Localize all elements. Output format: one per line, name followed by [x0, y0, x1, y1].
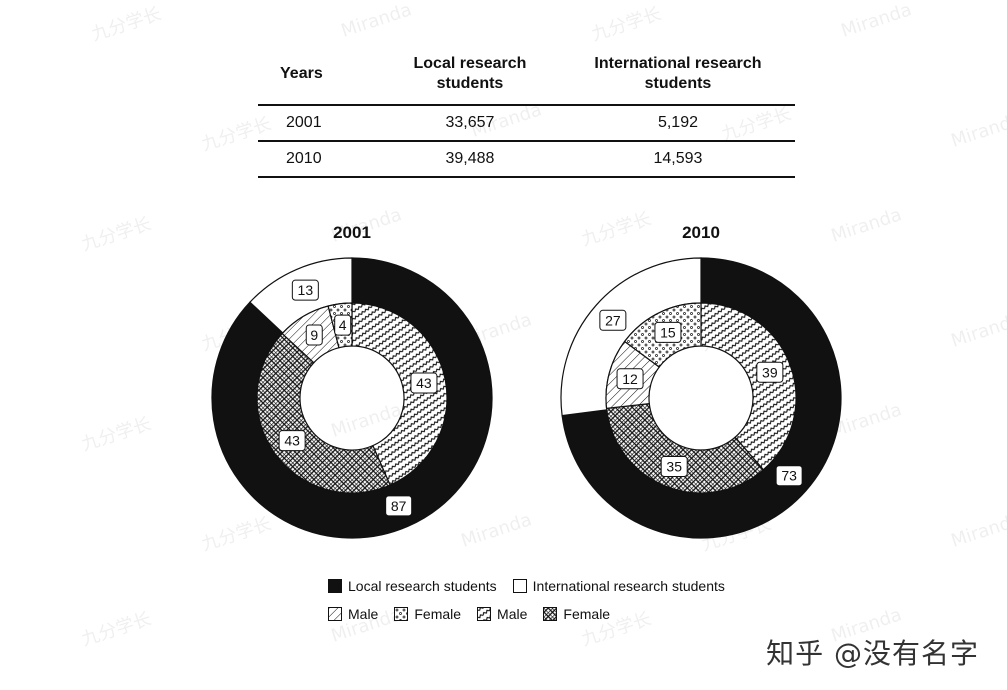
- inner-value-label-box: [654, 321, 682, 343]
- legend-swatch-zigzag: [477, 607, 492, 621]
- chart-title: 2001: [333, 223, 371, 242]
- legend-label-female-local: Female: [563, 606, 611, 622]
- legend-row: Local research students International re…: [328, 576, 741, 596]
- table-header-local: Local research students: [413, 55, 527, 92]
- table-cell-local: 39,488: [445, 150, 495, 167]
- inner-value-label: 4: [339, 317, 347, 333]
- inner-value-label-box: [334, 314, 352, 336]
- inner-value-label-box: [305, 324, 323, 346]
- chart-title: 2010: [682, 223, 720, 242]
- inner-value-label: 12: [622, 371, 638, 387]
- legend-swatch-diagonal: [328, 607, 342, 621]
- footer-credit: 知乎 @没有名字: [766, 637, 979, 670]
- students-table: Years Local research students Internatio…: [258, 48, 795, 178]
- inner-value-label-box: [660, 455, 688, 477]
- table-cell-local: 33,657: [445, 114, 495, 131]
- table-cell-year: 2001: [286, 114, 322, 131]
- table-cell-international: 14,593: [653, 150, 703, 167]
- legend-row: Male Female Male Female: [328, 604, 741, 624]
- outer-value-label: 13: [298, 282, 314, 298]
- table-cell-year: 2010: [286, 150, 322, 167]
- donut-chart-2010: 2010 73 27 39 35 12 15: [560, 223, 842, 539]
- legend-label-local: Local research students: [348, 578, 497, 594]
- inner-value-label: 43: [284, 433, 300, 449]
- legend-label-male-local: Male: [497, 606, 528, 622]
- legend-label-female-international: Female: [414, 606, 462, 622]
- table-header-row: Years Local research students Internatio…: [258, 48, 795, 105]
- table-row: 2010 39,488 14,593: [258, 141, 795, 177]
- inner-slice-local-female: [256, 332, 391, 494]
- inner-slice-local-male: [351, 302, 448, 486]
- outer-value-label-box: [775, 465, 803, 487]
- legend-label-male-international: Male: [348, 606, 379, 622]
- table-row: 2001 33,657 5,192: [258, 105, 795, 141]
- outer-value-label-box: [385, 495, 413, 517]
- table-cell-international: 5,192: [657, 114, 698, 131]
- legend-swatch-international: [512, 579, 527, 593]
- inner-value-label-box: [756, 361, 784, 383]
- inner-value-label: 9: [310, 327, 318, 343]
- inner-value-label: 39: [762, 364, 778, 380]
- legend: Local research students International re…: [328, 576, 741, 632]
- legend-swatch-diamond: [543, 607, 558, 621]
- table-header-years: Years: [280, 65, 323, 82]
- legend-swatch-local: [328, 579, 342, 593]
- outer-value-label-box: [599, 309, 627, 331]
- legend-swatch-dots: [394, 607, 409, 621]
- donut-chart-2001: 2001 87 13 43 43 9 4: [211, 223, 493, 539]
- outer-value-label: 73: [781, 468, 797, 484]
- legend-label-international: International research students: [532, 578, 725, 594]
- inner-value-label: 15: [660, 324, 676, 340]
- outer-value-label: 87: [391, 498, 407, 514]
- outer-value-label-box: [291, 279, 319, 301]
- inner-slice-local-male: [700, 302, 797, 471]
- inner-slice-local-female: [605, 402, 765, 494]
- inner-value-label-box: [616, 368, 644, 390]
- outer-value-label: 27: [605, 312, 621, 328]
- inner-value-label-box: [410, 372, 438, 394]
- inner-value-label: 35: [666, 458, 682, 474]
- inner-value-label: 43: [416, 375, 432, 391]
- inner-value-label-box: [278, 430, 306, 452]
- table-header-international: International research students: [594, 55, 762, 92]
